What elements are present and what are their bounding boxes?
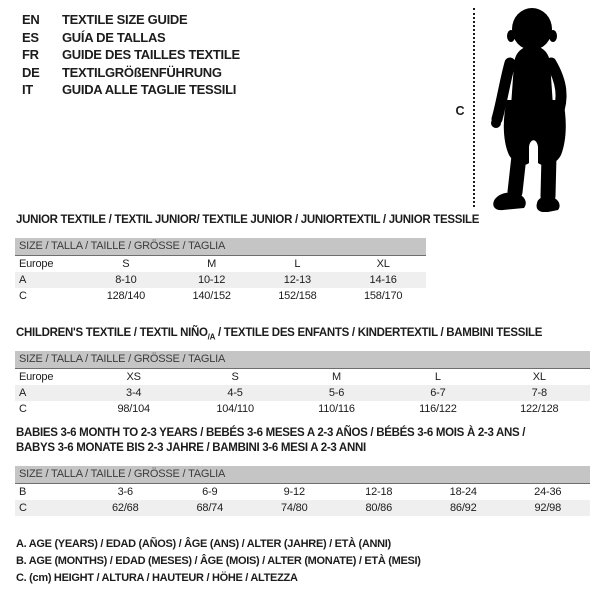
table-cell: 104/110: [216, 403, 254, 415]
table-row-c: C 62/68 68/74 74/80 80/86 86/92 92/98: [15, 500, 590, 516]
table-cell: 92/98: [505, 500, 590, 516]
babies-title-line2: BABYS 3-6 MONATE BIS 2-3 JAHRE / BAMBINI…: [16, 442, 366, 454]
table-cell: 8-10: [83, 272, 169, 288]
table-cell: 80/86: [336, 500, 421, 516]
column-header: XS: [126, 371, 141, 383]
table-row-b: B 3-6 6-9 9-12 12-18 18-24 24-36: [15, 484, 590, 501]
row-label: B: [19, 486, 27, 498]
table-row-a: A 3-4 4-5 5-6 6-7 7-8: [15, 385, 590, 401]
row-label: A: [15, 272, 83, 288]
size-header-row: SIZE / TALLA / TAILLE / GRÖSSE / TAGLIA: [15, 466, 590, 484]
table-cell: 86/92: [421, 500, 506, 516]
table-cell: 152/158: [278, 290, 317, 302]
size-header-row: SIZE / TALLA / TAILLE / GRÖSSE / TAGLIA: [15, 238, 426, 256]
table-row-c: C 98/104 104/110 110/116 116/122 122/128: [15, 401, 590, 417]
table-cell: 3-6: [117, 486, 134, 498]
table-cell: 68/74: [167, 500, 252, 516]
language-title: GUÍA DE TALLAS: [62, 29, 166, 45]
children-table-title: CHILDREN'S TEXTILE / TEXTIL NIÑO/A / TEX…: [16, 326, 542, 344]
note-line-b: B. AGE (MONTHS) / EDAD (MESES) / ÂGE (MO…: [16, 555, 421, 568]
table-cell: 98/104: [117, 403, 150, 415]
note-line-c: C. (cm) HEIGHT / ALTURA / HAUTEUR / HÖHE…: [16, 572, 298, 585]
size-header-label: SIZE / TALLA / TAILLE / GRÖSSE / TAGLIA: [15, 466, 590, 484]
table-cell: 128/140: [106, 290, 146, 302]
table-cell: 116/122: [419, 403, 457, 415]
row-label: C: [15, 500, 83, 516]
column-header: M: [207, 258, 217, 270]
language-code: EN: [22, 12, 40, 27]
language-title: TEXTILGRÖßENFÜHRUNG: [62, 64, 222, 80]
table-cell: 24-36: [534, 486, 562, 498]
table-row-c: C 128/140 140/152 152/158 158/170: [15, 288, 426, 304]
language-title-list: EN TEXTILE SIZE GUIDE ES GUÍA DE TALLAS …: [22, 11, 240, 99]
table-cell: 7-8: [488, 385, 590, 401]
language-row-en: EN TEXTILE SIZE GUIDE: [22, 11, 240, 29]
language-row-fr: FR GUIDE DES TAILLES TEXTILE: [22, 46, 240, 64]
table-cell: 62/68: [83, 500, 168, 516]
table-cell: 12-13: [254, 272, 341, 288]
language-code: IT: [22, 82, 33, 98]
table-cell: 6-7: [387, 385, 489, 401]
babies-title-line1: BABIES 3-6 MONTH TO 2-3 YEARS / BEBÉS 3-…: [16, 427, 526, 439]
children-title-pre: CHILDREN'S TEXTILE / TEXTIL NIÑO: [16, 327, 208, 339]
babies-table-title: BABIES 3-6 MONTH TO 2-3 YEARS / BEBÉS 3-…: [16, 426, 591, 456]
language-title: TEXTILE SIZE GUIDE: [62, 12, 188, 27]
size-header-row: SIZE / TALLA / TAILLE / GRÖSSE / TAGLIA: [15, 351, 590, 369]
table-cell: 140/152: [192, 290, 231, 302]
table-cell: 4-5: [184, 385, 286, 401]
table-cell: 74/80: [252, 500, 337, 516]
size-header-label: SIZE / TALLA / TAILLE / GRÖSSE / TAGLIA: [15, 351, 590, 369]
column-header-row: Europe XS S M L XL: [15, 369, 590, 386]
babies-size-table: SIZE / TALLA / TAILLE / GRÖSSE / TAGLIA …: [15, 466, 590, 516]
row-label: Europe: [19, 258, 54, 270]
table-cell: 18-24: [449, 486, 477, 498]
table-cell: 5-6: [285, 385, 388, 401]
children-title-post: / TEXTILE DES ENFANTS / KINDERTEXTIL / B…: [215, 327, 543, 339]
height-measure-dotted-line: [473, 8, 475, 207]
column-header: L: [294, 258, 301, 270]
table-cell: 122/128: [520, 403, 559, 415]
language-row-it: IT GUIDA ALLE TAGLIE TESSILI: [22, 81, 240, 99]
column-header: XL: [376, 258, 390, 270]
table-cell: 158/170: [363, 290, 403, 302]
language-code: FR: [22, 47, 39, 63]
table-cell: 12-18: [365, 486, 393, 498]
column-header: XL: [532, 371, 546, 383]
row-label: C: [19, 290, 27, 302]
row-label: Europe: [19, 371, 54, 383]
junior-table-title: JUNIOR TEXTILE / TEXTIL JUNIOR/ TEXTILE …: [16, 214, 480, 226]
language-code: DE: [22, 64, 40, 80]
table-cell: 14-16: [340, 272, 426, 288]
toddler-silhouette-icon: [491, 8, 567, 212]
column-header: S: [231, 371, 239, 383]
table-cell: 110/116: [318, 403, 355, 415]
children-title-sub: /A: [207, 332, 216, 342]
table-cell: 3-4: [83, 385, 185, 401]
size-header-label: SIZE / TALLA / TAILLE / GRÖSSE / TAGLIA: [15, 238, 426, 256]
legend-notes: A. AGE (YEARS) / EDAD (AÑOS) / ÂGE (ANS)…: [16, 536, 421, 588]
table-cell: 9-12: [283, 486, 305, 498]
language-row-de: DE TEXTILGRÖßENFÜHRUNG: [22, 64, 240, 82]
column-header: L: [434, 371, 441, 383]
junior-size-table: SIZE / TALLA / TAILLE / GRÖSSE / TAGLIA …: [15, 238, 426, 304]
column-header: S: [122, 258, 130, 270]
column-header-row: Europe S M L XL: [15, 256, 426, 273]
children-size-table: SIZE / TALLA / TAILLE / GRÖSSE / TAGLIA …: [15, 351, 590, 417]
column-header: M: [331, 371, 341, 383]
language-title: GUIDA ALLE TAGLIE TESSILI: [62, 82, 237, 98]
height-measure-label: C: [455, 104, 465, 118]
language-row-es: ES GUÍA DE TALLAS: [22, 29, 240, 47]
table-cell: 6-9: [202, 486, 218, 498]
row-label: A: [15, 385, 83, 401]
note-line-a: A. AGE (YEARS) / EDAD (AÑOS) / ÂGE (ANS)…: [16, 538, 391, 550]
table-cell: 10-12: [168, 272, 255, 288]
row-label: C: [19, 403, 27, 415]
table-row-a: A 8-10 10-12 12-13 14-16: [15, 272, 426, 288]
language-title: GUIDE DES TAILLES TEXTILE: [62, 47, 240, 63]
language-code: ES: [22, 29, 39, 45]
